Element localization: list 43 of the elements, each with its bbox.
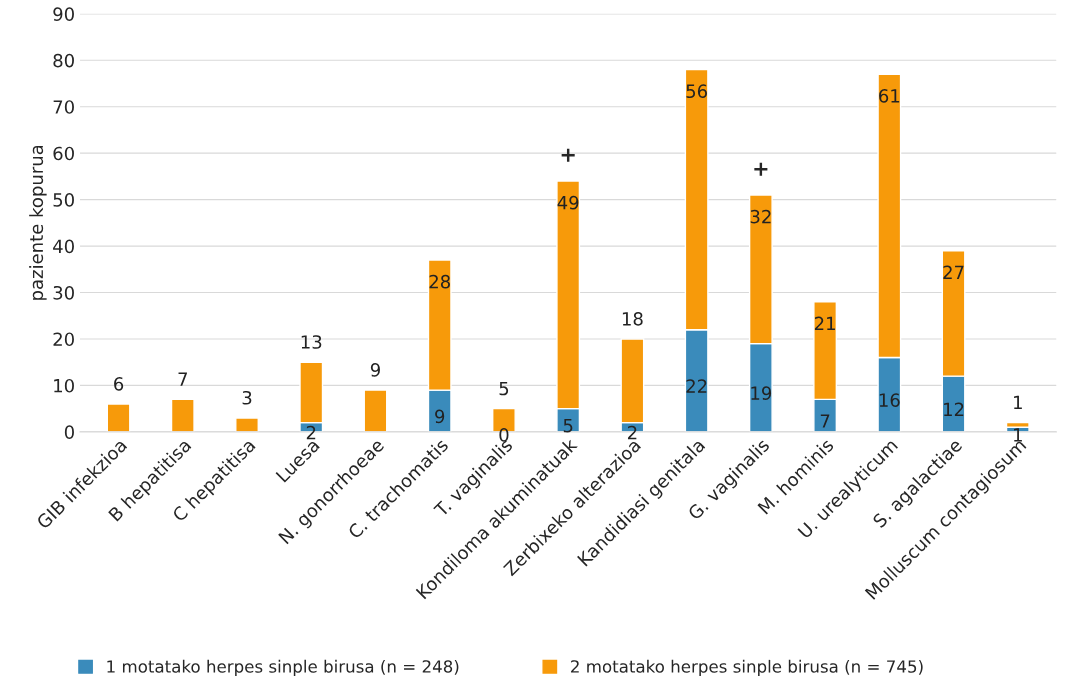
y-tick-label: 40	[53, 239, 74, 254]
y-tick-label: 10	[54, 378, 74, 393]
y-tick-label: 0	[64, 425, 74, 439]
bar	[1005, 421, 1030, 428]
data-label: 6	[114, 377, 124, 391]
data-label: 32	[750, 209, 771, 224]
data-label: 16	[879, 393, 900, 407]
bar	[170, 398, 195, 432]
data-label: 9	[370, 363, 380, 377]
data-label: 7	[820, 414, 830, 428]
data-label: 56	[686, 84, 707, 99]
data-label: 18	[622, 311, 643, 326]
data-label: 1	[1014, 428, 1022, 442]
data-label: 1	[1014, 395, 1022, 409]
y-tick-label: 80	[53, 53, 74, 68]
data-label: 61	[879, 89, 900, 103]
legend-label: 2 motatako herpes sinple birusa (n = 745)	[571, 659, 923, 676]
data-label: 12	[944, 402, 964, 416]
data-label: 5	[499, 381, 509, 396]
bar	[235, 417, 259, 432]
data-label: 3	[242, 390, 252, 405]
data-label: 13	[301, 335, 322, 349]
data-label: 28	[429, 274, 450, 289]
y-tick-label: 50	[53, 193, 74, 207]
y-tick-label: 70	[53, 100, 74, 114]
y-tick-label: 20	[53, 332, 74, 347]
annotation: +	[561, 148, 575, 162]
data-label: 19	[751, 386, 772, 400]
data-label: 22	[686, 379, 707, 393]
y-tick-label: 90	[53, 7, 74, 21]
y-axis-title: paziente kopurua	[29, 145, 47, 300]
data-label: 21	[814, 316, 835, 331]
data-label: 9	[435, 409, 445, 424]
bar	[363, 389, 388, 432]
legend-label: 1 motatako herpes sinple birusa (n = 248)	[107, 659, 459, 676]
data-label: 7	[178, 372, 187, 386]
annotation: +	[754, 162, 768, 176]
data-label: 5	[563, 419, 573, 433]
y-tick-label: 30	[53, 285, 74, 300]
data-label: 27	[943, 265, 964, 279]
bar	[106, 403, 131, 432]
y-tick-label: 60	[53, 146, 74, 161]
data-label: 0	[499, 428, 509, 442]
